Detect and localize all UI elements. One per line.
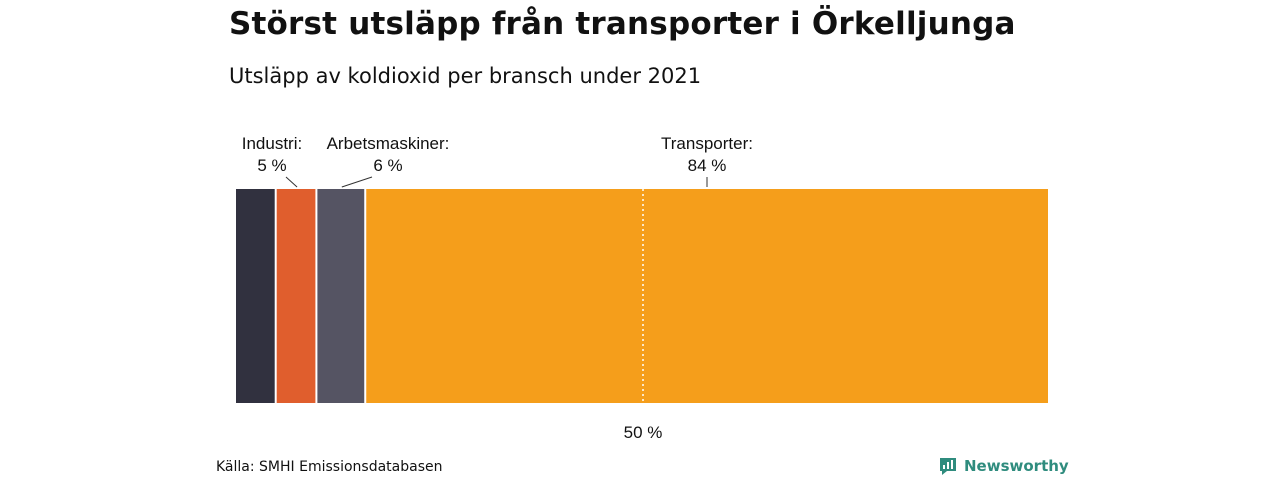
label-industri: Industri: — [242, 134, 302, 153]
chart-subtitle: Utsläpp av koldioxid per bransch under 2… — [229, 64, 702, 88]
source-note: Källa: SMHI Emissionsdatabasen — [216, 459, 443, 475]
leader-line-arbetsmaskiner — [341, 176, 373, 188]
chart-title: Störst utsläpp från transporter i Örkell… — [229, 6, 1016, 42]
label-arbetsmaskiner: Arbetsmaskiner: — [327, 134, 450, 153]
bar-segment-transporter — [366, 189, 1048, 403]
reference-line-label: 50 % — [624, 423, 663, 442]
brand-logo: Newsworthy — [938, 456, 1069, 476]
value-label-arbetsmaskiner: 6 % — [373, 156, 402, 175]
label-transporter: Transporter: — [661, 134, 753, 153]
brand-name: Newsworthy — [964, 457, 1069, 475]
leader-line-industri — [285, 176, 298, 188]
value-label-transporter: 84 % — [688, 156, 727, 175]
bar-segment-unlabeled — [236, 189, 275, 403]
value-label-industri: 5 % — [257, 156, 286, 175]
bar-segment-industri — [276, 189, 316, 403]
newsworthy-logo-icon — [940, 458, 956, 475]
bar-segment-arbetsmaskiner — [317, 189, 365, 403]
